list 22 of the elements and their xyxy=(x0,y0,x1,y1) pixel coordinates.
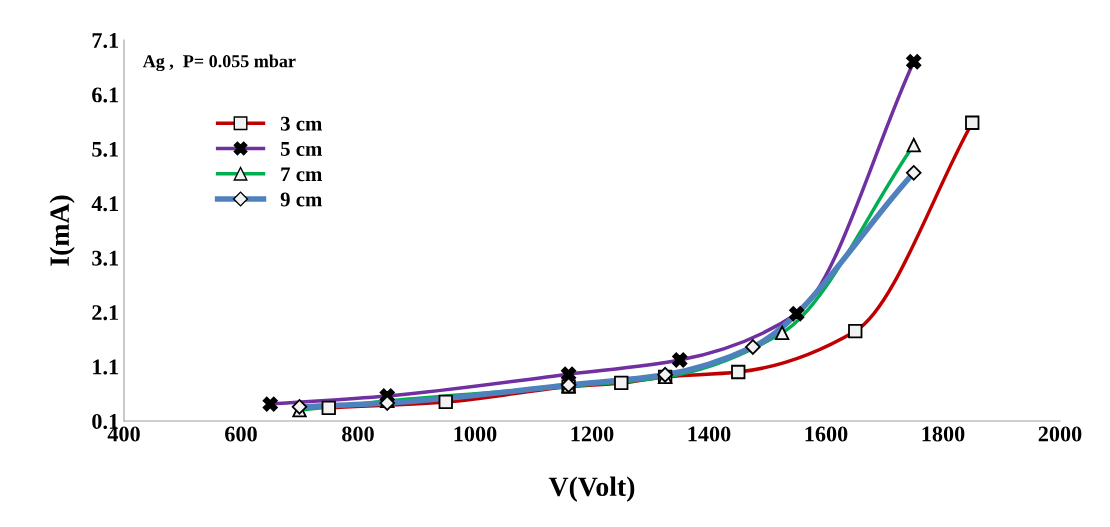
x-tick-label: 1200 xyxy=(571,426,614,442)
y-tick-label: 2.1 xyxy=(92,305,118,321)
annotation: Ag , P= 0.055 mbar xyxy=(142,54,296,72)
y-tick-label: 5.1 xyxy=(92,141,118,157)
x-tick-label: 1600 xyxy=(805,426,848,442)
legend-label: 9 cm xyxy=(280,192,322,207)
y-axis-title: I(mA) xyxy=(49,195,75,266)
x-tick-label: 2000 xyxy=(1038,426,1082,442)
y-tick-label: 6.1 xyxy=(92,87,118,103)
y-tick-label: 3.1 xyxy=(92,250,118,266)
x-tick-label: 800 xyxy=(342,426,374,442)
legend-label: 3 cm xyxy=(280,116,322,131)
x-tick-label: 1800 xyxy=(922,426,965,442)
y-tick-label: 4.1 xyxy=(91,196,118,212)
x-tick-label: 1400 xyxy=(688,426,731,442)
x-tick-label: 600 xyxy=(225,426,257,442)
legend-label: 5 cm xyxy=(280,142,322,156)
y-tick-label: 1.1 xyxy=(93,359,118,375)
x-axis-title: V(Volt) xyxy=(548,476,635,502)
legend-label: 7 cm xyxy=(281,167,322,182)
y-tick-label: 7.1 xyxy=(92,33,118,49)
x-tick-label: 1000 xyxy=(454,426,497,442)
